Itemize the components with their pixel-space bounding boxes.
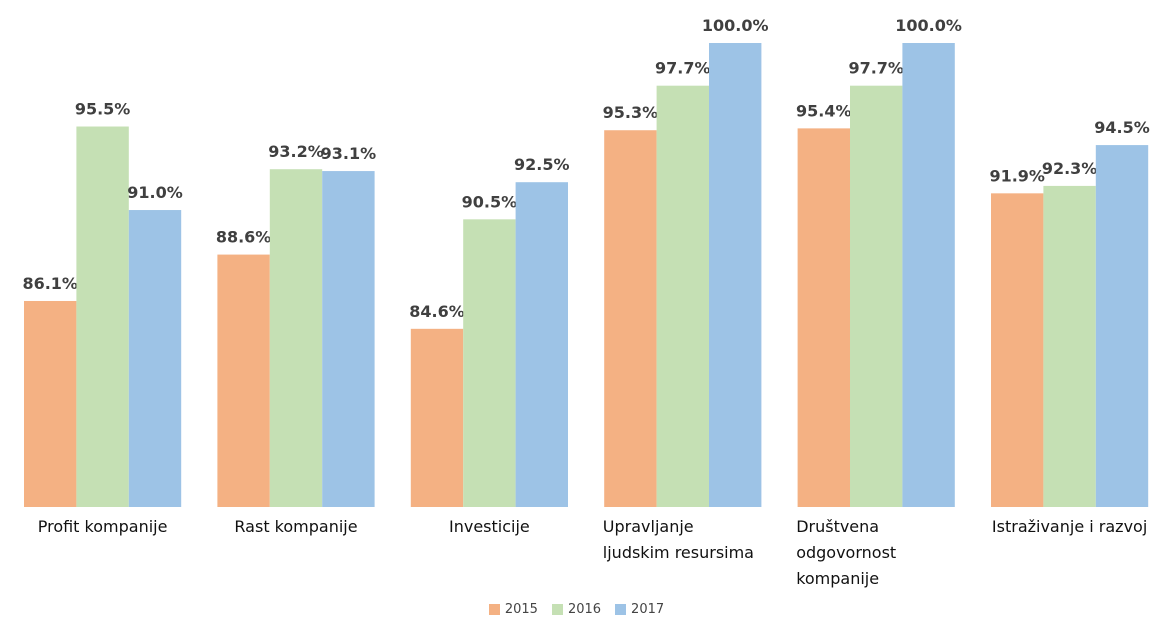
bar (322, 171, 375, 507)
bar (991, 193, 1044, 507)
legend-label: 2016 (567, 602, 602, 617)
bar (1095, 145, 1149, 507)
legend-swatch (551, 604, 563, 615)
x-tick-label: Profit kompanije (37, 517, 168, 536)
value-label: 94.5% (1094, 118, 1150, 137)
category-label-box: Rast kompanije (199, 514, 392, 540)
value-label: 84.6% (409, 302, 465, 321)
x-tick-label: Investicije (449, 517, 530, 536)
legend-label: 2017 (631, 602, 665, 617)
value-label: 93.2% (268, 142, 324, 161)
bar (24, 300, 77, 507)
bar (76, 126, 129, 508)
value-label: 97.7% (655, 59, 711, 78)
x-tick-label: Istraživanje i razvoj (991, 517, 1148, 536)
bar (463, 219, 516, 507)
value-label: 88.6% (216, 228, 272, 247)
bar (902, 43, 955, 507)
legend-item: 2015 (488, 602, 538, 617)
legend-swatch (615, 604, 627, 615)
bar (515, 182, 568, 507)
value-label: 92.3% (1042, 159, 1098, 178)
category-label-box: Društvena odgovornost kompanije (780, 514, 973, 592)
bar (709, 43, 762, 507)
value-label: 95.5% (75, 100, 131, 119)
value-label: 95.3% (603, 103, 659, 122)
x-tick-label: Rast kompanije (234, 517, 358, 536)
value-label: 100.0% (895, 16, 962, 35)
bar (217, 254, 270, 507)
value-label: 91.9% (989, 166, 1045, 185)
x-tick-label: Upravljanje ljudskim resursima (602, 517, 754, 562)
value-label: 100.0% (702, 16, 769, 35)
category-label-box: Investicije (393, 514, 586, 540)
bar (128, 210, 182, 508)
category-label-box: Upravljanje ljudskim resursima (586, 514, 779, 566)
bar (604, 130, 657, 507)
bar (850, 85, 903, 508)
bar (797, 128, 850, 507)
value-label: 86.1% (22, 274, 78, 293)
legend-swatch (488, 604, 500, 615)
legend: 2015 2016 2017 (0, 602, 1153, 617)
value-label: 90.5% (462, 192, 518, 211)
value-label: 93.1% (321, 144, 377, 163)
value-label: 91.0% (127, 183, 183, 202)
value-label: 92.5% (514, 155, 570, 174)
legend-item: 2017 (615, 602, 664, 617)
legend-item: 2016 (551, 602, 602, 617)
bar (410, 328, 464, 507)
x-tick-label: Društvena odgovornost kompanije (796, 517, 897, 588)
category-label-box: Istraživanje i razvoj (973, 514, 1153, 540)
legend-label: 2015 (504, 602, 538, 617)
bar (1043, 185, 1096, 508)
category-label-box: Profit kompanije (6, 514, 199, 540)
bar (269, 169, 323, 507)
chart: 86.1% 95.5% 91.0% 88.6% 93.2%93.1% 84.6% 90.5%… (22, 16, 1150, 508)
bar (656, 85, 709, 508)
value-label: 97.7% (848, 59, 904, 78)
value-label: 95.4% (796, 101, 852, 120)
